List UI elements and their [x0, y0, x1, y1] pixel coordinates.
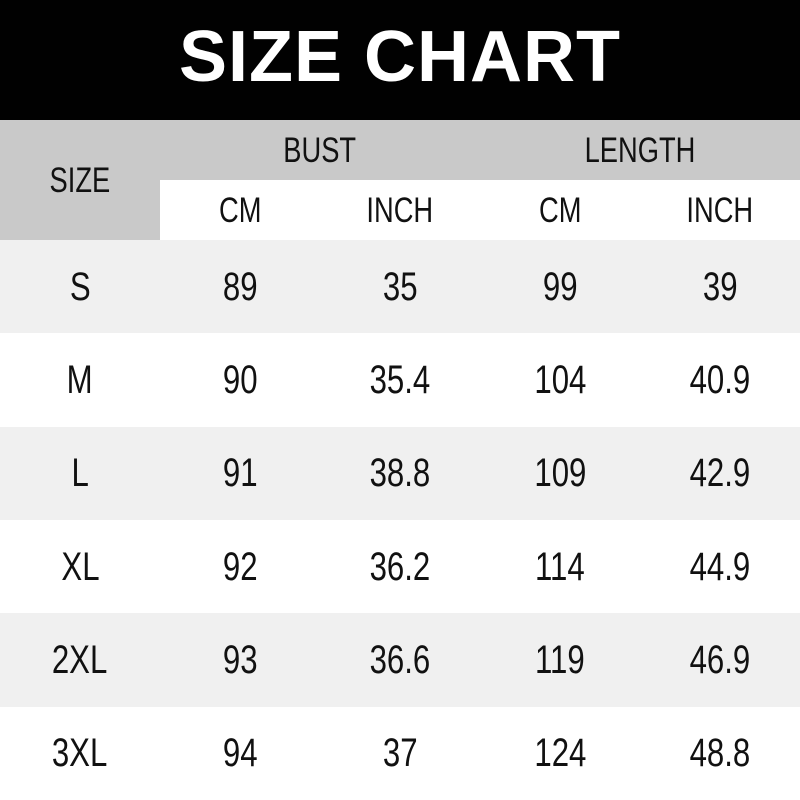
bust-inch-cell: 36.6	[369, 637, 431, 682]
unit-label: INCH	[686, 190, 754, 230]
bust-cm-cell: 89	[222, 264, 258, 309]
size-cell: M	[66, 357, 93, 402]
unit-label: CM	[218, 190, 262, 230]
bust-inch-cell: 38.8	[369, 451, 431, 496]
header-size-label: SIZE	[49, 160, 111, 200]
size-cell: L	[71, 451, 89, 496]
length-cm-cell: 109	[533, 451, 587, 496]
header-length: LENGTH	[480, 120, 800, 180]
bust-cm-cell: 92	[222, 544, 258, 589]
header-unit-row: CM INCH CM INCH	[160, 180, 800, 240]
unit-label: CM	[538, 190, 582, 230]
size-cell: XL	[60, 544, 100, 589]
length-inch-cell: 44.9	[689, 544, 751, 589]
table-body: S 89 35 99 39 M 90 35.4 104 40.9 L 91 38…	[0, 240, 800, 800]
header-length-label: LENGTH	[584, 130, 696, 170]
length-cm-cell: 124	[533, 731, 587, 776]
bust-inch-cell: 35.4	[369, 357, 431, 402]
length-inch-cell: 40.9	[689, 357, 751, 402]
table-row-xl: XL 92 36.2 114 44.9	[0, 519, 800, 614]
header-bust-inch: INCH	[320, 180, 480, 240]
header-bust: BUST	[160, 120, 480, 180]
title-banner: SIZE CHART	[0, 0, 800, 120]
header-length-inch: INCH	[640, 180, 800, 240]
size-cell: 2XL	[52, 637, 108, 682]
length-inch-cell: 42.9	[689, 451, 751, 496]
bust-inch-cell: 37	[382, 731, 418, 776]
length-cm-cell: 119	[535, 637, 585, 682]
table-row-2xl: 2XL 93 36.6 119 46.9	[0, 613, 800, 707]
header-group-row: BUST LENGTH	[160, 120, 800, 180]
bust-cm-cell: 94	[222, 731, 258, 776]
header-length-cm: CM	[480, 180, 640, 240]
header-bust-label: BUST	[283, 130, 357, 170]
bust-inch-cell: 35	[382, 264, 418, 309]
length-inch-cell: 46.9	[689, 637, 751, 682]
table-row-m: M 90 35.4 104 40.9	[0, 333, 800, 427]
bust-cm-cell: 93	[222, 637, 258, 682]
length-cm-cell: 114	[535, 544, 585, 589]
unit-label: INCH	[366, 190, 434, 230]
table-header: SIZE BUST LENGTH CM INCH	[0, 120, 800, 240]
bust-cm-cell: 91	[222, 451, 258, 496]
length-cm-cell: 99	[542, 264, 578, 309]
page-title: SIZE CHART	[179, 17, 621, 97]
length-inch-cell: 39	[702, 264, 738, 309]
header-right-block: BUST LENGTH CM INCH CM	[160, 120, 800, 240]
length-inch-cell: 48.8	[689, 731, 751, 776]
size-cell: S	[69, 264, 91, 309]
table-row-3xl: 3XL 94 37 124 48.8	[0, 706, 800, 800]
table-row-l: L 91 38.8 109 42.9	[0, 426, 800, 520]
header-size: SIZE	[0, 120, 160, 240]
bust-inch-cell: 36.2	[369, 544, 431, 589]
header-bust-cm: CM	[160, 180, 320, 240]
size-table: SIZE BUST LENGTH CM INCH	[0, 120, 800, 800]
bust-cm-cell: 90	[222, 357, 258, 402]
size-cell: 3XL	[52, 731, 108, 776]
table-row-s: S 89 35 99 39	[0, 240, 800, 334]
length-cm-cell: 104	[533, 357, 587, 402]
